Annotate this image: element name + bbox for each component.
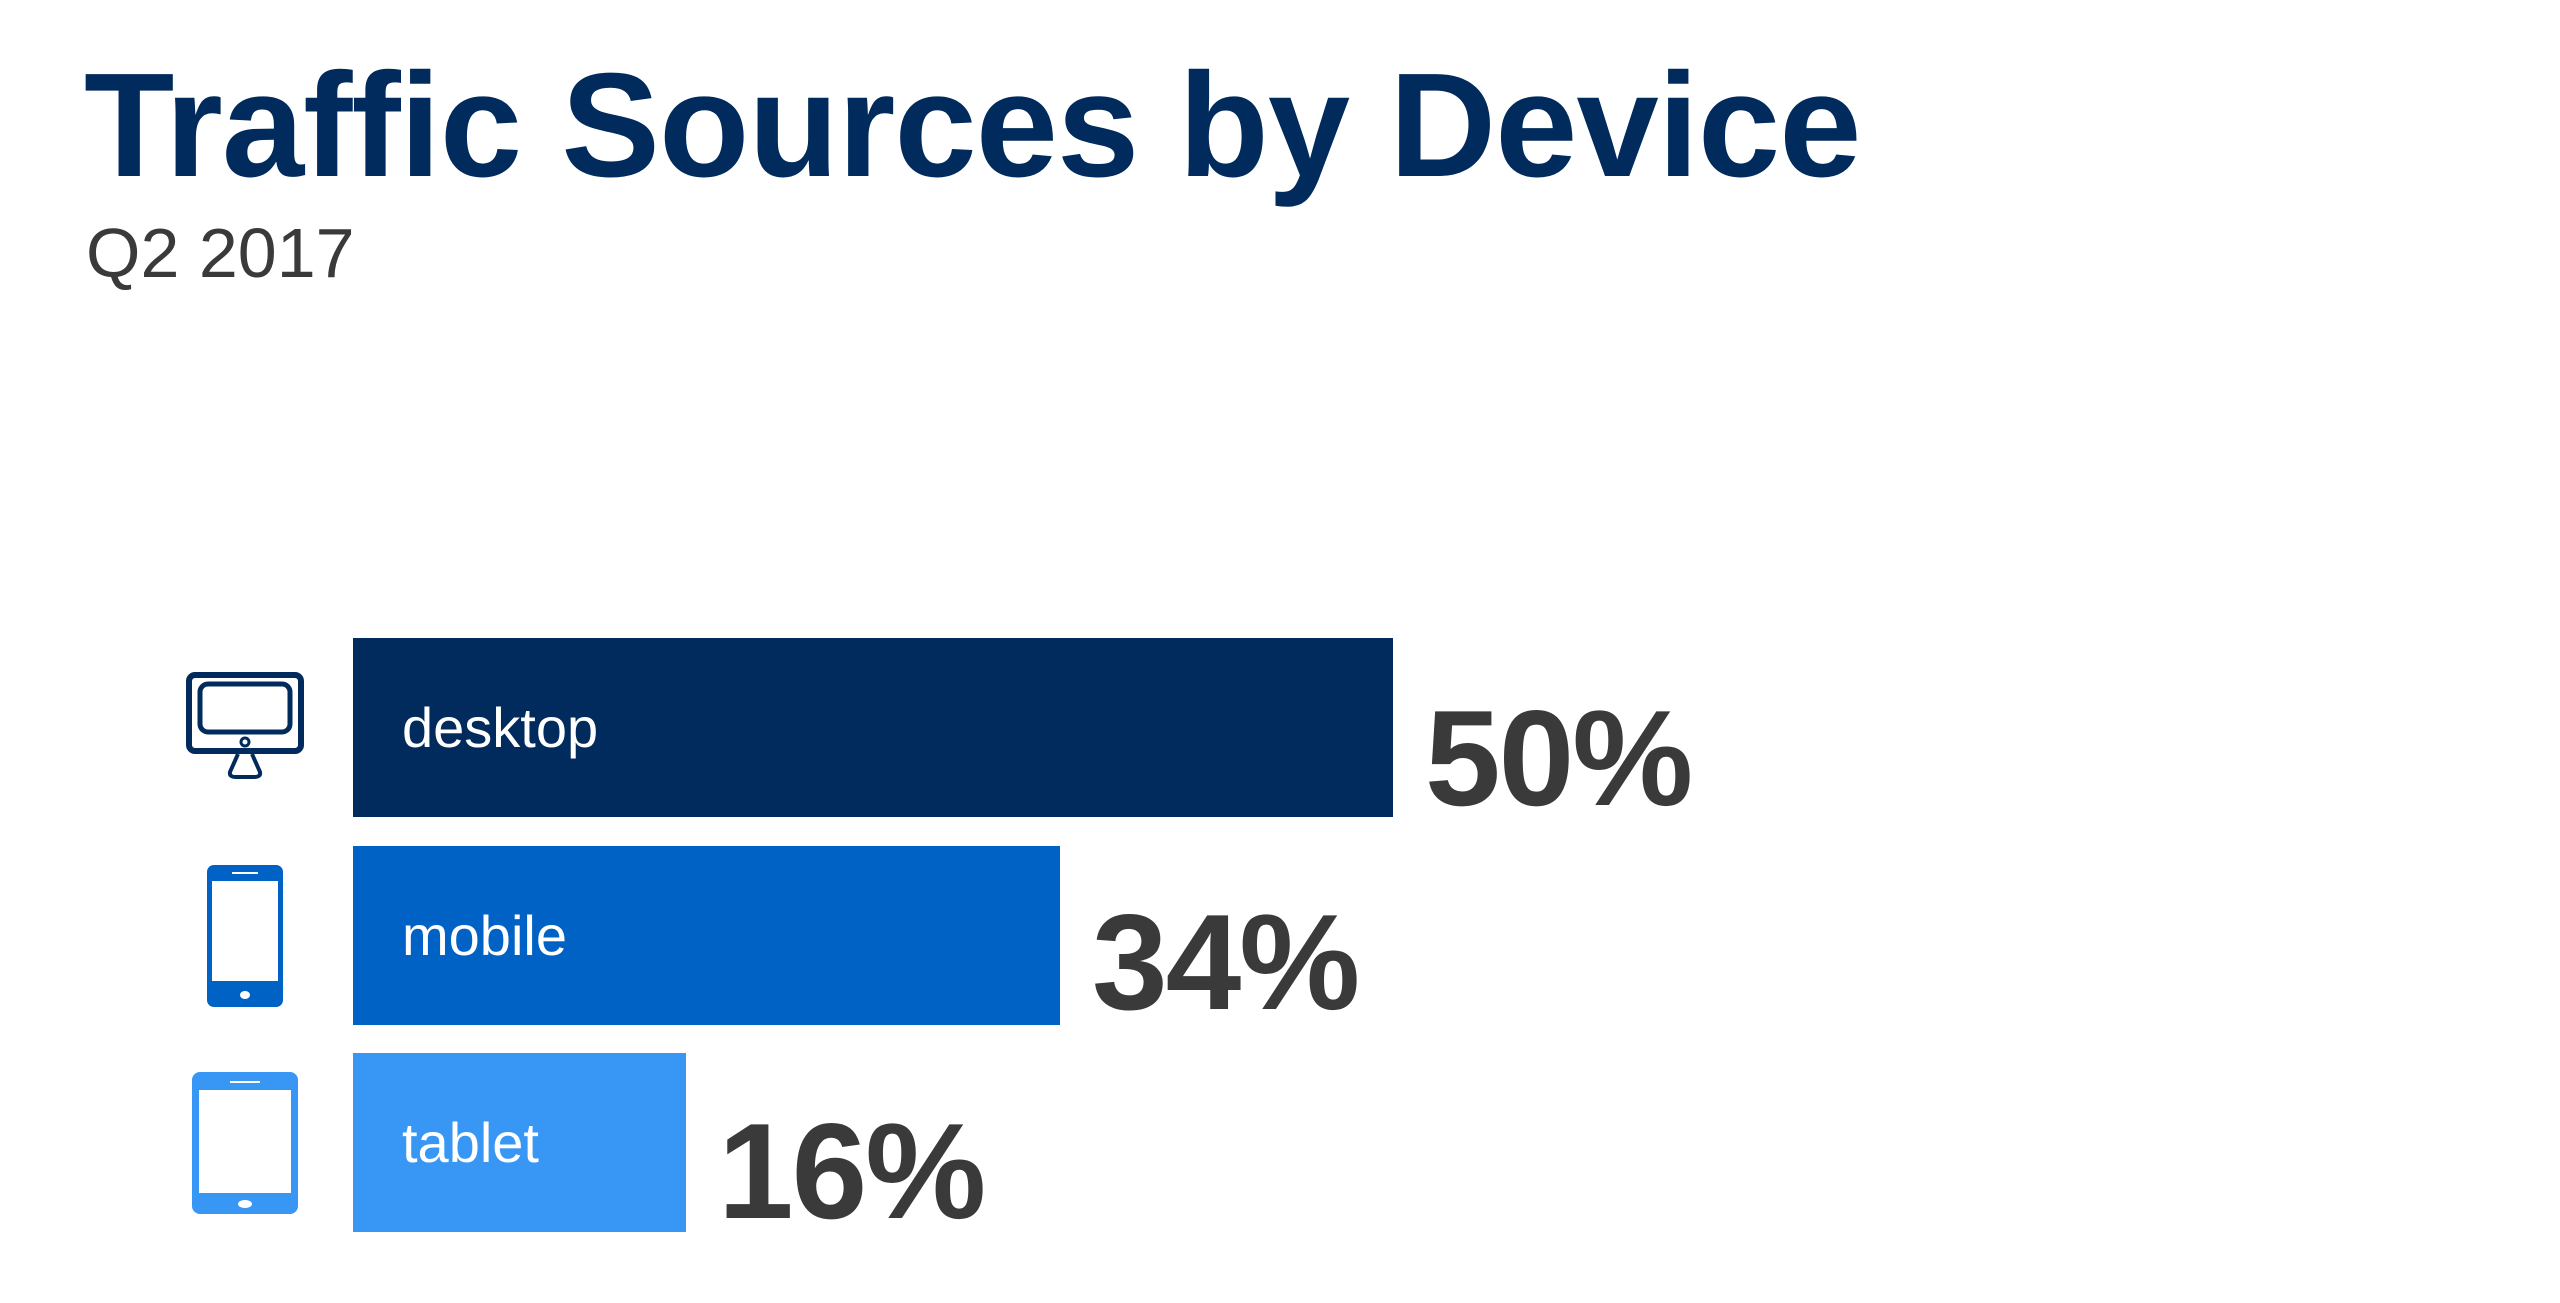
tablet-icon — [180, 1053, 310, 1232]
bar-mobile: mobile — [353, 846, 1060, 1025]
bar-label-tablet: tablet — [402, 1110, 539, 1174]
mobile-phone-icon — [180, 846, 310, 1025]
bar-row-tablet: tablet 16% — [0, 1053, 2560, 1239]
value-label-tablet: 16% — [718, 1095, 986, 1247]
bar-row-mobile: mobile 34% — [0, 846, 2560, 1030]
bar-tablet: tablet — [353, 1053, 686, 1232]
desktop-monitor-icon — [180, 638, 310, 817]
bar-row-desktop: desktop 50% — [0, 638, 2560, 826]
bar-label-desktop: desktop — [402, 695, 599, 759]
chart-title: Traffic Sources by Device — [84, 43, 1862, 208]
chart-subtitle: Q2 2017 — [86, 214, 355, 292]
value-label-desktop: 50% — [1425, 682, 1693, 834]
bar-desktop: desktop — [353, 638, 1393, 817]
bar-label-mobile: mobile — [402, 903, 567, 967]
value-label-mobile: 34% — [1092, 886, 1360, 1038]
